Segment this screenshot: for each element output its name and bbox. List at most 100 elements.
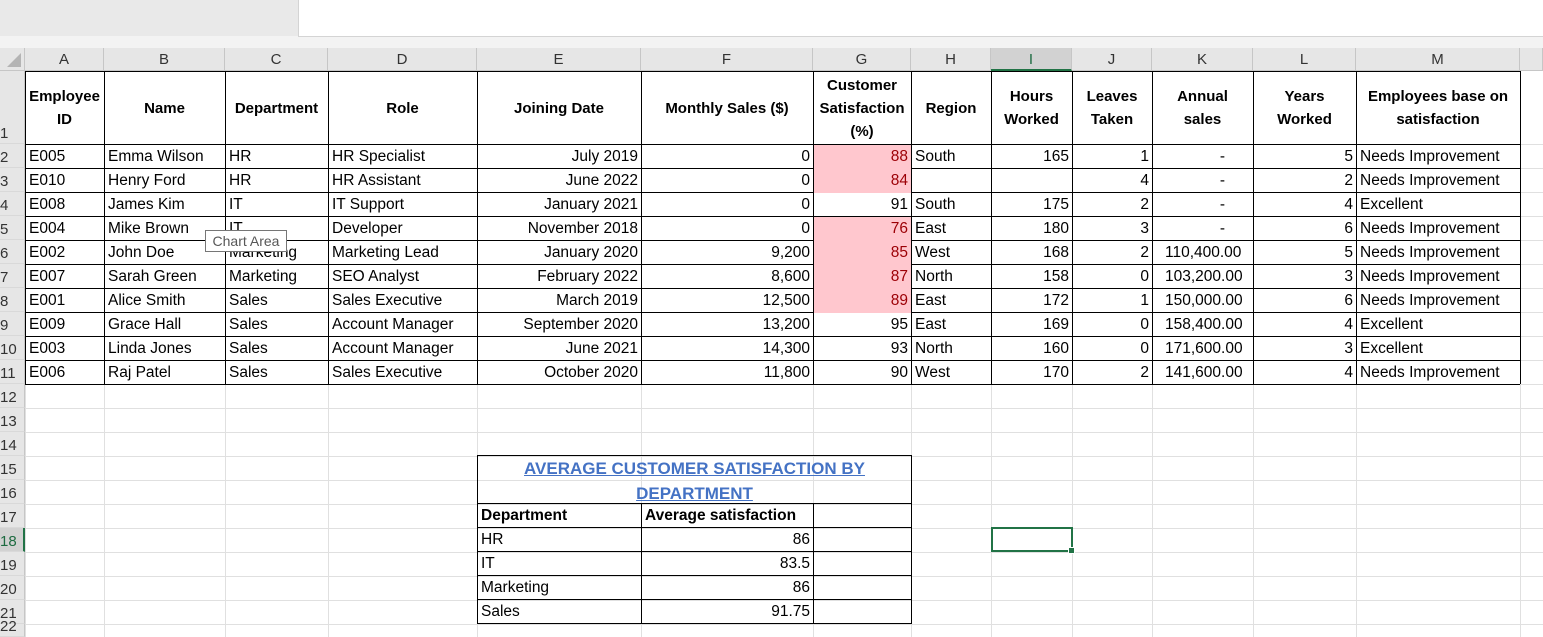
cell-joining[interactable]: January 2020 (544, 244, 638, 261)
cell-joining[interactable]: September 2020 (523, 316, 638, 333)
row-header-11[interactable]: 11 (0, 360, 25, 384)
cell-id[interactable]: E003 (29, 340, 66, 357)
cell-role[interactable]: Account Manager (332, 316, 454, 333)
cell-joining[interactable]: July 2019 (571, 148, 638, 165)
header-satisfaction-base[interactable]: Employees base on satisfaction (1356, 72, 1520, 144)
cell-monthly-sales[interactable]: 9,200 (771, 244, 810, 261)
cell-id[interactable]: E006 (29, 364, 66, 381)
column-header-i[interactable]: I (991, 48, 1072, 71)
cell-joining[interactable]: February 2022 (537, 268, 638, 285)
cell-id[interactable]: E001 (29, 292, 66, 309)
cell-department[interactable]: Sales (229, 340, 268, 357)
cell-monthly-sales[interactable]: 12,500 (762, 292, 810, 309)
row-header-9[interactable]: 9 (0, 312, 25, 336)
column-header-g[interactable]: G (813, 48, 911, 71)
cell-leaves[interactable]: 2 (1140, 244, 1149, 261)
cell-department[interactable]: IT (229, 196, 243, 213)
cell-status[interactable]: Needs Improvement (1360, 292, 1500, 309)
header-joining-date[interactable]: Joining Date (477, 72, 641, 144)
cell-role[interactable]: Account Manager (332, 340, 454, 357)
column-header-m[interactable]: M (1356, 48, 1520, 71)
summary-header-average[interactable]: Average satisfaction (645, 507, 797, 524)
cell-satisfaction[interactable]: 84 (814, 169, 911, 193)
cell-joining[interactable]: October 2020 (544, 364, 638, 381)
cell-id[interactable]: E002 (29, 244, 66, 261)
cell-annual[interactable]: 171,600.00 (1165, 340, 1243, 357)
row-header-1[interactable]: 1 (0, 71, 25, 144)
header-hours-worked[interactable]: Hours Worked (991, 72, 1072, 144)
cell-satisfaction[interactable]: 91 (890, 196, 908, 213)
cell-status[interactable]: Needs Improvement (1360, 220, 1500, 237)
cell-leaves[interactable]: 4 (1140, 172, 1149, 189)
header-employee-id[interactable]: Employee ID (25, 72, 104, 144)
header-department[interactable]: Department (225, 72, 328, 144)
cell-status[interactable]: Excellent (1360, 340, 1423, 357)
header-region[interactable]: Region (911, 72, 991, 144)
cell-role[interactable]: Developer (332, 220, 403, 237)
cell-region[interactable]: South (915, 196, 956, 213)
cell-years[interactable]: 4 (1344, 316, 1353, 333)
cell-monthly-sales[interactable]: 0 (801, 172, 810, 189)
cell-satisfaction[interactable]: 85 (814, 241, 911, 265)
cell-region[interactable]: North (915, 268, 953, 285)
cell-monthly-sales[interactable]: 13,200 (762, 316, 810, 333)
cell-id[interactable]: E005 (29, 148, 66, 165)
cell-name[interactable]: Mike Brown (108, 220, 189, 237)
cell-hours[interactable]: 180 (1043, 220, 1069, 237)
column-header-e[interactable]: E (477, 48, 641, 71)
cell-name[interactable]: Emma Wilson (108, 148, 204, 165)
cell-annual[interactable]: 141,600.00 (1165, 364, 1243, 381)
cell-role[interactable]: IT Support (332, 196, 405, 213)
cell-region[interactable]: West (915, 364, 951, 381)
row-header-14[interactable]: 14 (0, 432, 25, 456)
cell-name[interactable]: Alice Smith (108, 292, 186, 309)
row-header-4[interactable]: 4 (0, 192, 25, 216)
cell-satisfaction[interactable]: 88 (814, 145, 911, 169)
cell-monthly-sales[interactable]: 14,300 (762, 340, 810, 357)
cell-name[interactable]: Grace Hall (108, 316, 182, 333)
cell-name[interactable]: Raj Patel (108, 364, 171, 381)
row-header-6[interactable]: 6 (0, 240, 25, 264)
cell-role[interactable]: HR Assistant (332, 172, 421, 189)
cell-hours[interactable]: 158 (1043, 268, 1069, 285)
cell-name[interactable]: Linda Jones (108, 340, 192, 357)
cell-years[interactable]: 5 (1344, 244, 1353, 261)
row-header-19[interactable]: 19 (0, 552, 25, 576)
cell-region[interactable]: East (915, 220, 947, 237)
cell-region[interactable]: South (915, 148, 956, 165)
summary-header-department[interactable]: Department (481, 507, 568, 524)
cell-annual[interactable]: 158,400.00 (1165, 316, 1243, 333)
cell-role[interactable]: HR Specialist (332, 148, 426, 165)
summary-average[interactable]: 86 (792, 531, 810, 548)
cell-years[interactable]: 3 (1344, 340, 1353, 357)
cell-region[interactable] (912, 169, 991, 193)
row-header-22[interactable]: 22 (0, 618, 25, 637)
column-header-j[interactable]: J (1072, 48, 1152, 71)
cell-annual[interactable]: - (1219, 148, 1225, 165)
cell-monthly-sales[interactable]: 11,800 (763, 364, 810, 381)
cell-satisfaction[interactable]: 87 (814, 265, 911, 289)
row-header-7[interactable]: 7 (0, 264, 25, 288)
header-name[interactable]: Name (104, 72, 225, 144)
cell-monthly-sales[interactable]: 0 (801, 220, 810, 237)
row-header-8[interactable]: 8 (0, 288, 25, 312)
cell-leaves[interactable]: 1 (1140, 148, 1149, 165)
cell-hours[interactable]: 170 (1043, 364, 1069, 381)
cell-monthly-sales[interactable]: 0 (801, 148, 810, 165)
cell-status[interactable]: Needs Improvement (1360, 268, 1500, 285)
header-years-worked[interactable]: Years Worked (1253, 72, 1356, 144)
summary-average[interactable]: 86 (792, 579, 810, 596)
column-header-f[interactable]: F (641, 48, 813, 71)
cell-joining[interactable]: January 2021 (544, 196, 638, 213)
cell-leaves[interactable]: 0 (1140, 340, 1149, 357)
cell-department[interactable]: Sales (229, 316, 268, 333)
cell-id[interactable]: E007 (29, 268, 66, 285)
cell-hours[interactable]: 165 (1043, 148, 1069, 165)
column-header-a[interactable]: A (25, 48, 104, 71)
summary-department[interactable]: Sales (481, 603, 520, 620)
cell-satisfaction[interactable]: 93 (890, 340, 908, 357)
row-header-21[interactable]: 21 (0, 600, 25, 624)
cell-department[interactable]: Sales (229, 364, 268, 381)
cell-status[interactable]: Needs Improvement (1360, 244, 1500, 261)
cell-leaves[interactable]: 1 (1140, 292, 1149, 309)
